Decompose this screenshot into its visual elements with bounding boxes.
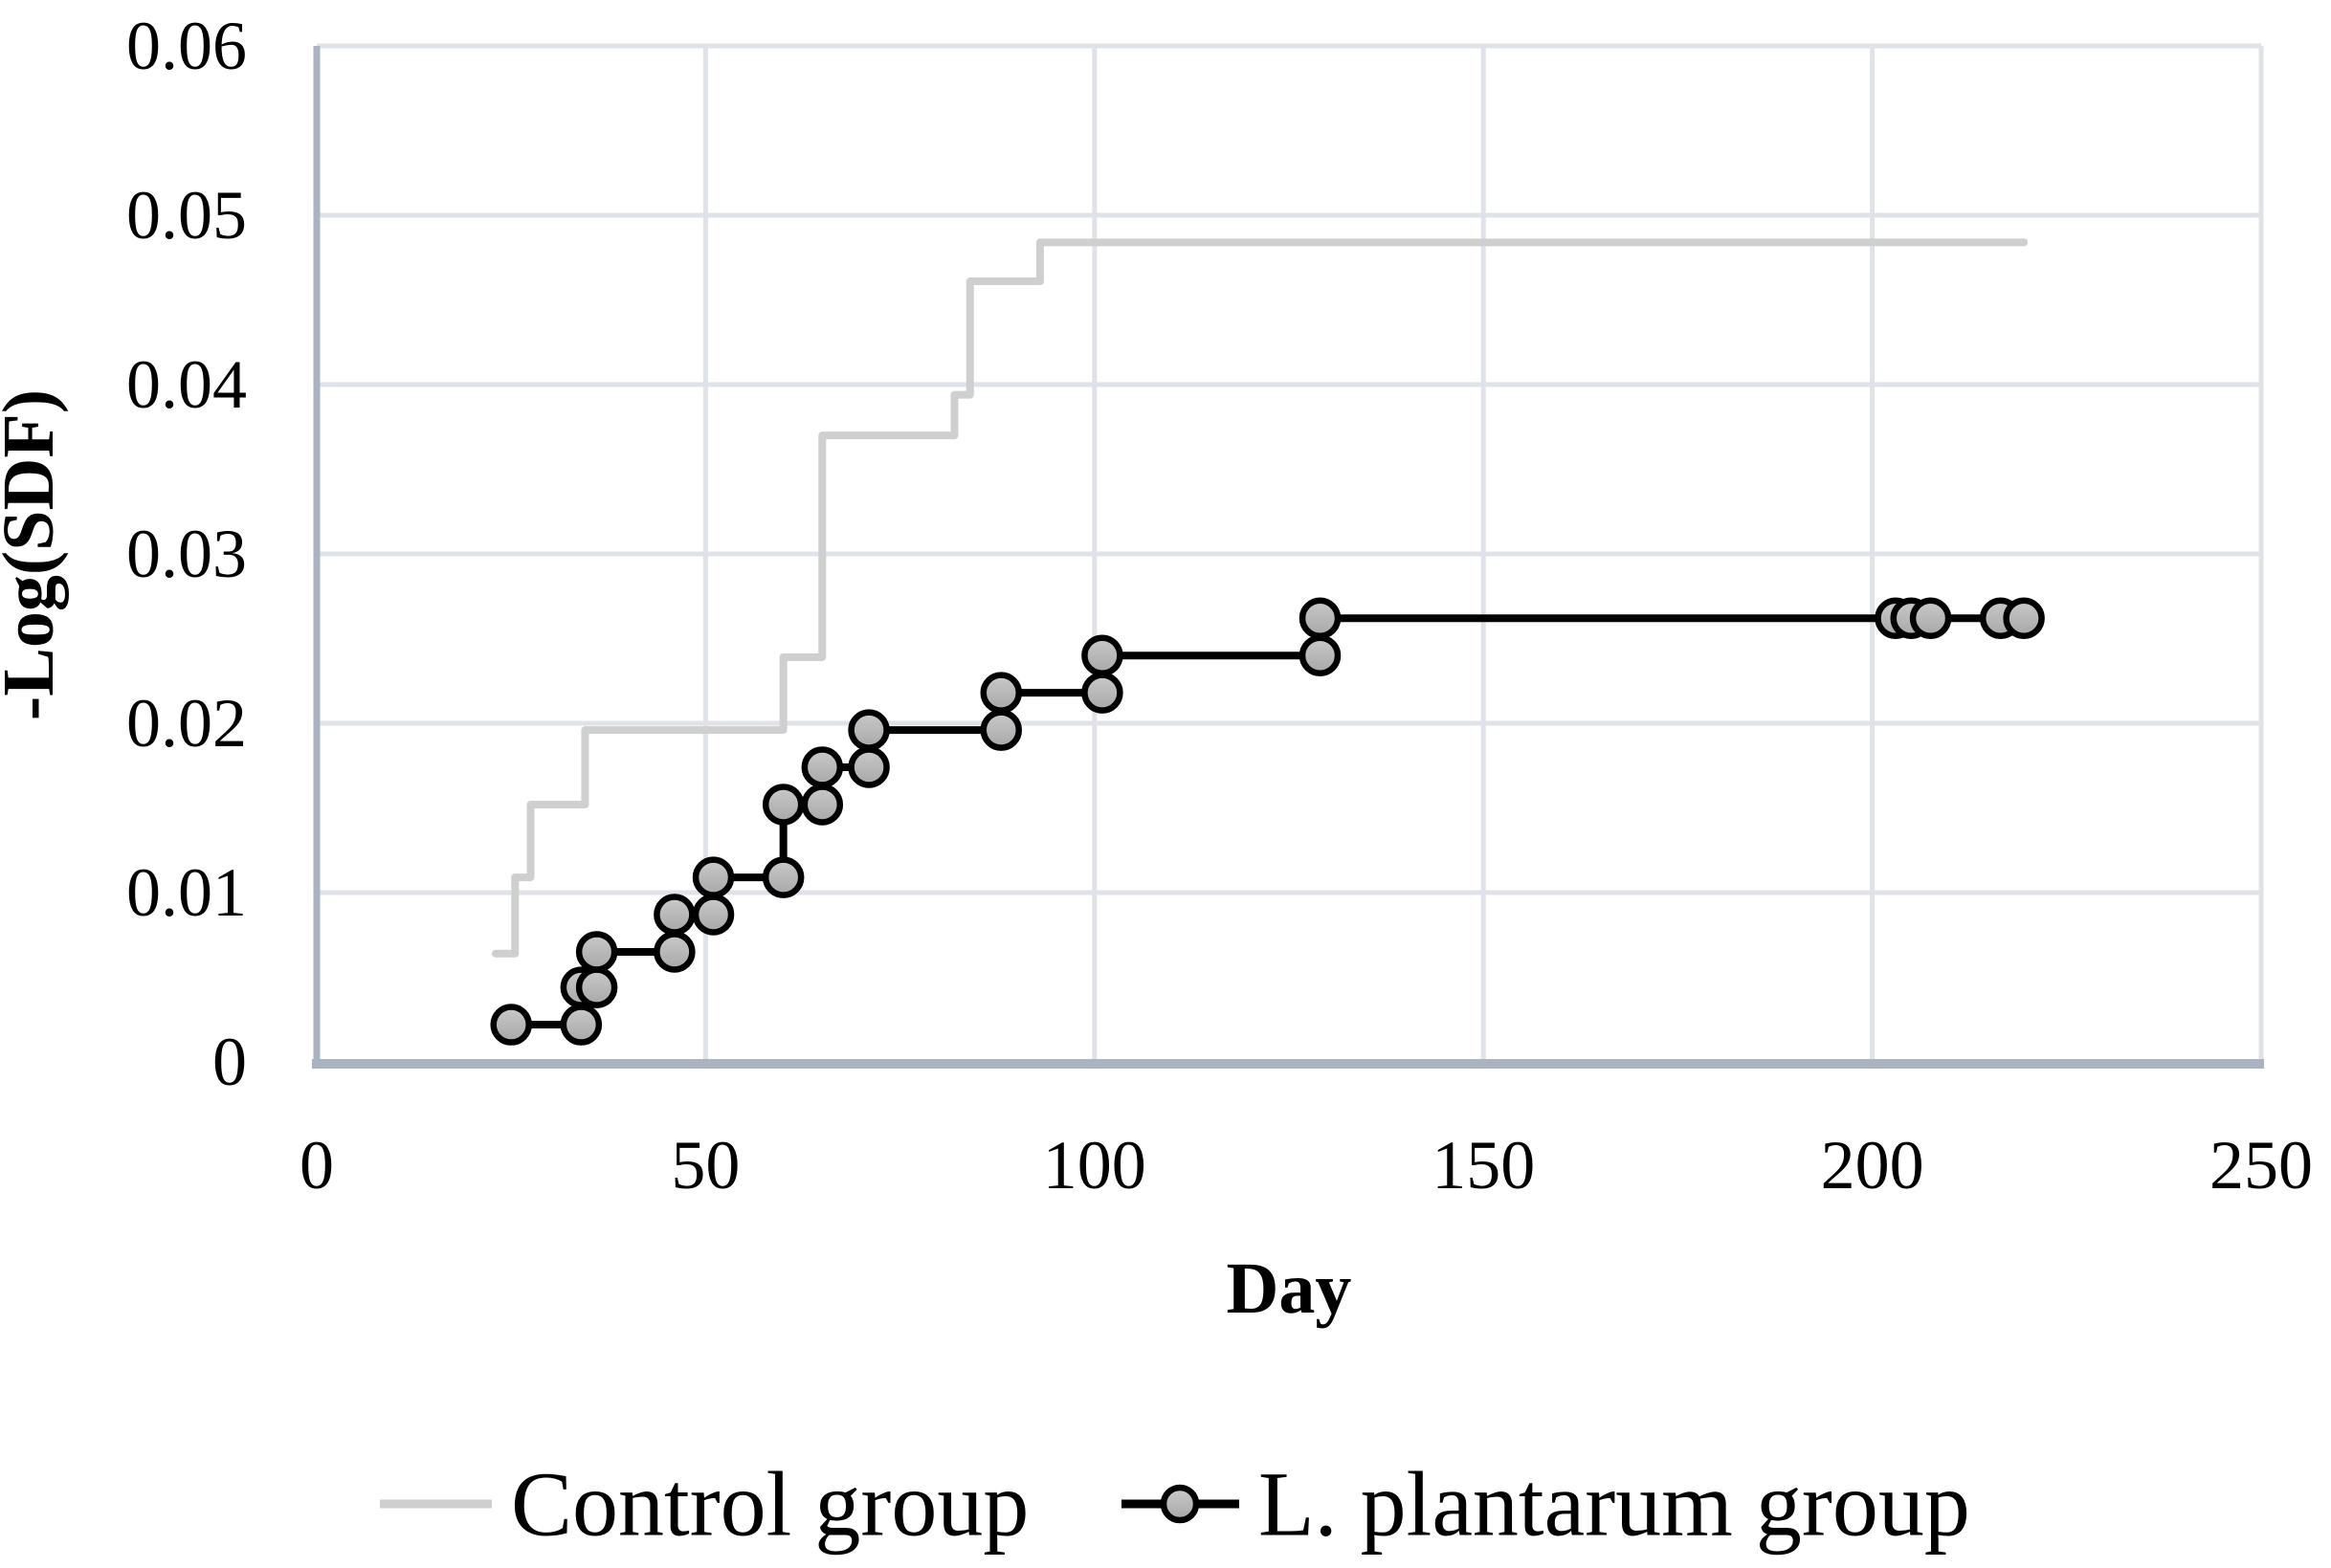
legend: Control group L. plantarum group <box>380 1453 1970 1556</box>
data-point-marker <box>980 709 1023 751</box>
legend-label-control-group: Control group <box>511 1453 1029 1556</box>
x-tick-label-100: 100 <box>1043 1127 1146 1204</box>
data-point-marker <box>848 709 890 751</box>
data-point-marker <box>762 784 805 826</box>
data-point-marker <box>575 966 618 1008</box>
control-group-series <box>491 238 2029 958</box>
data-point-marker <box>692 856 735 898</box>
y-tick-label-0.05: 0.05 <box>126 177 247 254</box>
data-point-marker <box>654 894 696 936</box>
y-tick-label-0.02: 0.02 <box>126 685 247 762</box>
data-point-marker <box>980 672 1023 714</box>
y-tick-label-0.06: 0.06 <box>126 8 247 84</box>
data-point-marker <box>1081 634 1123 676</box>
x-tick-label-50: 50 <box>671 1127 740 1204</box>
data-point-marker <box>2003 597 2045 640</box>
x-tick-label-0: 0 <box>300 1127 334 1204</box>
legend-item-control-group: Control group <box>380 1453 1029 1556</box>
data-point-marker <box>801 784 844 826</box>
y-tick-label-0.03: 0.03 <box>126 516 247 592</box>
plantarum-group-series <box>490 597 2045 1046</box>
y-tick-label-0.01: 0.01 <box>126 854 247 931</box>
axes <box>312 46 2264 1069</box>
y-tick-label-0: 0 <box>212 1024 247 1100</box>
data-point-marker <box>1299 597 1342 640</box>
x-tick-label-250: 250 <box>2209 1127 2313 1204</box>
plantarum-group-step-line <box>507 614 2032 1029</box>
y-axis-tick-labels: 0 0.01 0.02 0.03 0.04 0.05 0.06 <box>126 8 247 1100</box>
x-axis-tick-labels: 0 50 100 150 200 250 <box>300 1127 2313 1204</box>
data-point-marker <box>762 856 805 898</box>
data-point-marker <box>692 894 735 936</box>
control-group-step-line <box>491 238 2029 958</box>
data-point-marker <box>654 931 696 973</box>
data-point-marker <box>801 746 844 788</box>
data-point-marker <box>1299 634 1342 676</box>
data-point-marker <box>1909 597 1952 640</box>
y-tick-label-0.04: 0.04 <box>126 346 247 423</box>
data-point-marker <box>848 746 890 788</box>
y-axis-title: -Log(SDF) <box>0 389 69 720</box>
x-tick-label-150: 150 <box>1432 1127 1535 1204</box>
data-point-marker <box>490 1004 532 1046</box>
data-point-marker <box>1081 672 1123 714</box>
legend-item-plantarum-group: L. plantarum group <box>1121 1453 1970 1556</box>
gridlines <box>317 43 2264 1062</box>
data-point-marker <box>560 1004 603 1046</box>
circle-marker-swatch <box>1160 1484 1200 1524</box>
data-point-marker <box>575 931 618 973</box>
legend-label-plantarum-group: L. plantarum group <box>1258 1453 1970 1556</box>
x-axis-title: Day <box>1227 1248 1352 1329</box>
x-tick-label-200: 200 <box>1821 1127 1924 1204</box>
